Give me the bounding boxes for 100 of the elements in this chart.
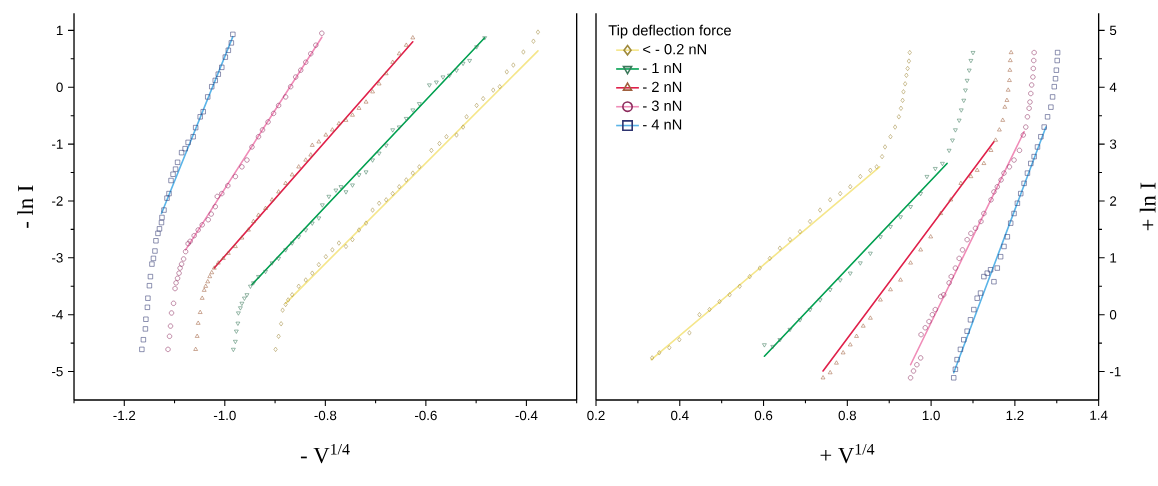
point — [370, 89, 375, 94]
point — [827, 288, 833, 293]
point — [139, 346, 145, 352]
point — [225, 183, 231, 189]
point — [677, 337, 682, 343]
point — [798, 229, 802, 235]
x-tick-label: -0.6 — [414, 410, 437, 421]
point — [273, 346, 278, 352]
point — [946, 280, 952, 286]
point — [397, 125, 402, 130]
point — [350, 237, 355, 243]
y2-tick-label: 0 — [1109, 309, 1117, 320]
point — [417, 164, 422, 170]
point — [434, 80, 439, 85]
point — [239, 164, 245, 170]
point — [1029, 82, 1035, 88]
x-axis-title: + V$^{1/4}$ — [820, 443, 875, 464]
point — [905, 65, 910, 72]
point — [807, 308, 813, 313]
point — [276, 102, 282, 108]
point — [356, 173, 362, 178]
point — [770, 345, 775, 350]
point — [1055, 50, 1061, 56]
point — [941, 292, 947, 298]
point — [797, 318, 803, 323]
point — [747, 274, 752, 280]
point — [235, 321, 241, 326]
point — [209, 270, 214, 275]
point — [1038, 134, 1044, 140]
point — [861, 323, 866, 328]
point — [964, 328, 970, 334]
point — [1026, 105, 1032, 111]
point — [901, 89, 906, 95]
point — [1031, 154, 1037, 160]
point — [767, 255, 772, 261]
point — [316, 139, 322, 144]
point — [964, 79, 970, 83]
point — [898, 215, 903, 220]
point — [991, 189, 997, 195]
point — [303, 59, 309, 65]
point — [957, 346, 963, 352]
point — [787, 237, 792, 243]
point — [938, 210, 943, 215]
point — [142, 326, 148, 332]
point — [868, 315, 873, 320]
point — [140, 337, 146, 343]
point — [981, 274, 987, 280]
point — [244, 157, 250, 163]
point — [521, 49, 526, 55]
y-tick-label: -3 — [52, 253, 63, 263]
point — [727, 292, 732, 298]
point — [404, 42, 409, 47]
point — [953, 128, 958, 133]
x-tick-label: 1.4 — [1090, 410, 1108, 420]
point — [156, 226, 162, 232]
point — [172, 286, 178, 292]
point — [888, 134, 893, 140]
point — [922, 325, 928, 331]
point — [1041, 124, 1047, 130]
point — [848, 271, 853, 276]
point — [963, 88, 968, 93]
point — [197, 114, 203, 120]
point — [166, 191, 172, 197]
point — [964, 237, 970, 243]
y-tick-label: -5 — [52, 366, 63, 377]
x-tick-label: -1.0 — [213, 410, 236, 421]
y-tick-label: -4 — [52, 310, 63, 320]
point — [255, 134, 262, 140]
point — [232, 173, 238, 180]
point — [482, 36, 487, 41]
point — [289, 241, 295, 246]
x-tick-label: 1.0 — [922, 410, 940, 421]
point — [970, 51, 976, 56]
point — [968, 173, 974, 178]
point — [1011, 210, 1017, 217]
point — [961, 337, 967, 343]
point — [924, 175, 930, 180]
point — [906, 58, 911, 64]
point — [908, 205, 913, 210]
y-tick-label: 1 — [56, 25, 63, 35]
point — [205, 94, 211, 100]
point — [464, 114, 469, 120]
point — [155, 230, 161, 236]
point — [356, 105, 362, 110]
point — [437, 141, 442, 147]
point — [1027, 99, 1033, 105]
point — [230, 31, 236, 37]
point — [968, 59, 974, 64]
point — [310, 221, 315, 226]
point — [316, 262, 321, 268]
point — [251, 218, 256, 223]
point — [737, 283, 742, 289]
point — [1021, 180, 1027, 186]
point — [967, 317, 974, 323]
point — [454, 68, 459, 73]
point — [954, 357, 960, 363]
point — [208, 211, 214, 217]
point — [880, 154, 885, 160]
point — [410, 170, 415, 176]
point — [296, 283, 301, 289]
